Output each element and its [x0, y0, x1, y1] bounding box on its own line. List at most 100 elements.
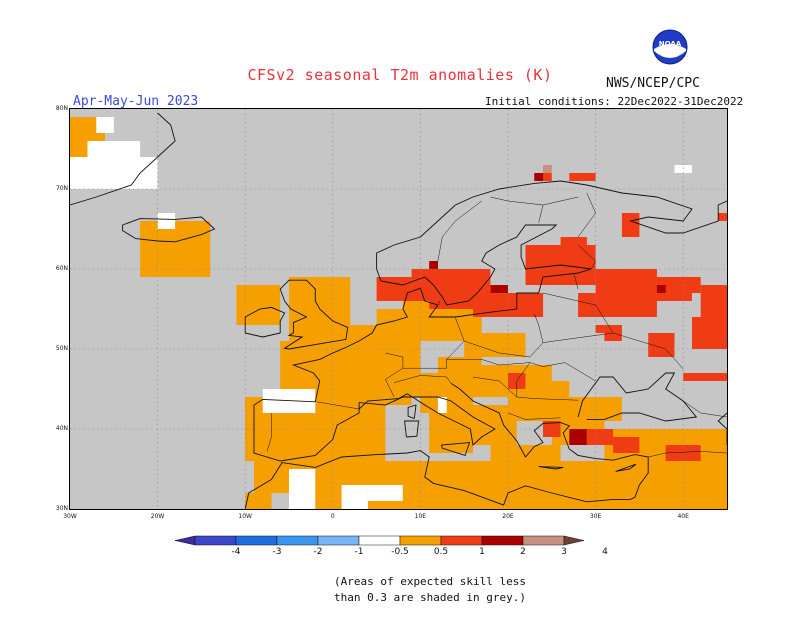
- island-coastline: [538, 466, 564, 470]
- anomaly-cell-c1_2: [683, 277, 701, 293]
- anomaly-cell-c3_4: [543, 165, 552, 173]
- lat-tick-label: 80N: [55, 105, 68, 112]
- country-border: [542, 332, 614, 343]
- country-border: [385, 367, 404, 398]
- colorbar-segment: [399, 535, 442, 546]
- anomaly-cell-white: [341, 485, 368, 509]
- lat-tick-label: 40N: [55, 425, 68, 432]
- colorbar-segment: [276, 535, 319, 546]
- anomaly-map: [69, 108, 728, 510]
- coastline: [450, 383, 649, 500]
- anomaly-cell-c0_5_1: [508, 397, 622, 421]
- country-border: [266, 413, 272, 452]
- anomaly-cell-white: [289, 469, 316, 509]
- lon-tick-label: 10E: [414, 513, 427, 520]
- initial-conditions: Initial conditions: 22Dec2022-31Dec2022: [485, 95, 744, 108]
- island-coastline: [615, 463, 637, 472]
- country-border: [464, 313, 544, 358]
- colorbar-tick-label: 0.5: [433, 547, 449, 557]
- anomaly-cell-c0_5_1: [245, 493, 272, 509]
- anomaly-cell-c1_2: [665, 445, 701, 461]
- lat-tick-label: 60N: [55, 265, 68, 272]
- anomaly-cell-c2_3: [569, 429, 587, 445]
- colorbar-segment: [522, 535, 565, 546]
- island-coastline: [122, 216, 216, 243]
- colorbar-tick-label: -0.5: [391, 547, 409, 557]
- country-border: [577, 192, 596, 238]
- country-border: [542, 292, 684, 370]
- colorbar-segment: [440, 535, 483, 546]
- anomaly-cell-c0_5_1: [315, 445, 368, 461]
- colorbar-tick-label: -2: [313, 547, 323, 557]
- anomaly-cell-c1_2: [586, 429, 614, 445]
- anomaly-cell-c2_3: [534, 173, 544, 181]
- country-border: [538, 204, 544, 223]
- anomaly-cell-c1_2: [578, 293, 605, 317]
- lon-tick-label: 20E: [502, 513, 514, 520]
- anomaly-cell-white: [437, 397, 447, 413]
- country-border: [394, 375, 452, 384]
- coastline: [253, 393, 496, 462]
- country-border: [316, 401, 360, 410]
- anomaly-cell-c1_2: [569, 173, 596, 181]
- colorbar-tick-label: 3: [561, 547, 567, 557]
- colorbar-segment: [194, 535, 237, 546]
- colorbar-tick-label: -3: [272, 547, 282, 557]
- lat-tick-label: 70N: [55, 185, 68, 192]
- island-coastline: [279, 279, 349, 350]
- island-coastline: [440, 442, 471, 456]
- anomaly-cell-c1_2: [560, 237, 587, 261]
- island-coastline: [404, 420, 420, 438]
- country-border: [683, 400, 727, 418]
- island-coastline: [244, 306, 286, 338]
- svg-text:NOAA: NOAA: [659, 40, 682, 48]
- noaa-logo: NOAA: [652, 29, 688, 65]
- colorbar-segment: [481, 535, 524, 546]
- country-border: [437, 200, 482, 262]
- coastline: [604, 188, 727, 234]
- island-coastline: [70, 112, 176, 206]
- anomaly-cell-c1_2: [683, 373, 727, 381]
- colorbar-segment: [358, 535, 401, 546]
- anomaly-cell-c0_5_1: [490, 445, 561, 477]
- anomaly-cell-c0_5_1: [140, 221, 211, 277]
- country-border: [446, 359, 596, 382]
- anomaly-cell-c1_2: [613, 437, 640, 453]
- country-border: [507, 412, 561, 420]
- anomaly-cell-c1_2: [429, 293, 473, 309]
- coastline: [577, 372, 698, 422]
- anomaly-cell-white: [367, 485, 403, 501]
- map-title: CFSv2 seasonal T2m anomalies (K): [247, 66, 553, 84]
- coastline: [717, 412, 727, 445]
- anomaly-cell-c1_2: [621, 213, 640, 237]
- country-border: [516, 362, 531, 397]
- anomaly-cell-c1_2: [692, 317, 727, 349]
- anomaly-cell-white: [87, 141, 141, 165]
- colorbar-min-arrow: [174, 535, 196, 546]
- anomaly-cell-c0_5_1: [376, 341, 421, 397]
- anomaly-cell-c2_3: [656, 285, 666, 293]
- island-coastline: [407, 404, 417, 420]
- anomaly-cell-c1_2: [595, 325, 614, 333]
- colorbar-tick-label: 1: [479, 547, 485, 557]
- colorbar-tick-label: -4: [231, 547, 241, 557]
- country-border: [437, 300, 440, 306]
- anomaly-cell-c1_2: [718, 213, 727, 221]
- lon-tick-label: 30E: [589, 513, 602, 520]
- country-border: [648, 451, 727, 458]
- country-border: [490, 196, 579, 206]
- anomaly-cell-c0_5_1: [236, 285, 281, 325]
- colorbar-max-arrow: [563, 535, 585, 546]
- skill-footnote: (Areas of expected skill less than 0.3 a…: [300, 574, 560, 606]
- country-border: [573, 272, 579, 290]
- lon-tick-label: 0: [330, 513, 335, 520]
- coastline: [244, 450, 631, 509]
- lat-tick-label: 50N: [55, 345, 68, 352]
- lon-tick-label: 30W: [63, 513, 77, 520]
- anomaly-cell-c2_3: [490, 285, 508, 293]
- anomaly-cell-c2_3: [429, 261, 438, 269]
- lon-tick-label: 20W: [150, 513, 165, 520]
- coastline: [253, 180, 605, 406]
- country-border: [577, 244, 596, 270]
- forecast-period: Apr-May-Jun 2023: [73, 94, 199, 109]
